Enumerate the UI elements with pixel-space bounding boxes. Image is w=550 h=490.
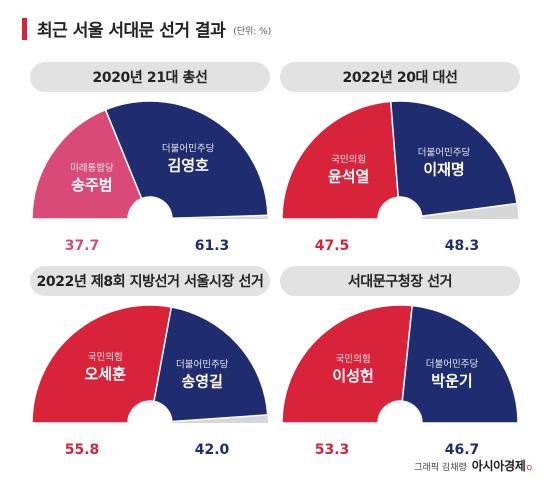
graphic-credit: 그래픽 김채령 — [414, 463, 467, 473]
value-label: 55.8 — [65, 442, 100, 458]
candidate-label: 이성헌 — [332, 367, 373, 385]
candidate-label: 박운기 — [431, 372, 472, 390]
value-label: 42.0 — [195, 442, 230, 458]
value-label: 61.3 — [195, 238, 230, 254]
party-label: 국민의힘 — [331, 154, 366, 165]
vote-slice — [153, 306, 269, 423]
vote-slice — [389, 100, 518, 217]
value-label: 48.3 — [445, 238, 480, 254]
page-title: 최근 서울 서대문 선거 결과 — [37, 21, 226, 41]
vote-slice — [104, 100, 269, 220]
party-label: 더불어민주당 — [426, 359, 479, 370]
chart-title: 2022년 20대 대선 — [280, 62, 520, 92]
value-label: 47.5 — [315, 238, 350, 254]
candidate-label: 이재명 — [423, 161, 464, 179]
party-label: 국민의힘 — [336, 354, 371, 365]
title-accent-bar — [22, 17, 27, 40]
candidate-label: 김영호 — [167, 156, 209, 174]
party-label: 미래통합당 — [70, 163, 114, 174]
party-label: 더불어민주당 — [176, 359, 229, 370]
footer: 그래픽 김채령 아시아경제 Q — [414, 457, 532, 474]
brand-mark: Q — [526, 464, 532, 472]
vote-slice — [281, 304, 414, 424]
chart-title: 2020년 21대 총선 — [30, 62, 270, 92]
candidate-label: 오세훈 — [85, 365, 127, 383]
value-label: 37.7 — [65, 238, 100, 254]
header: 최근 서울 서대문 선거 결과 (단위: %) — [22, 16, 271, 41]
candidate-label: 송영길 — [182, 372, 223, 390]
vote-slice — [281, 100, 400, 220]
party-label: 더불어민주당 — [418, 148, 471, 159]
chart-title: 서대문구청장 선거 — [280, 266, 520, 296]
unit-label: (단위: %) — [233, 27, 272, 37]
vote-slice — [31, 108, 143, 220]
party-label: 국민의힘 — [88, 352, 123, 363]
value-label: 53.3 — [315, 442, 350, 458]
party-label: 더불어민주당 — [162, 143, 215, 154]
chart-title: 2022년 제8회 지방선거 서울시장 선거 — [30, 266, 270, 296]
candidate-label: 윤석열 — [328, 167, 369, 185]
candidate-label: 송주범 — [71, 176, 112, 194]
value-label: 46.7 — [445, 442, 480, 458]
vote-slice — [31, 304, 173, 424]
vote-slice — [401, 304, 519, 424]
brand-logo: 아시아경제 — [471, 459, 526, 473]
